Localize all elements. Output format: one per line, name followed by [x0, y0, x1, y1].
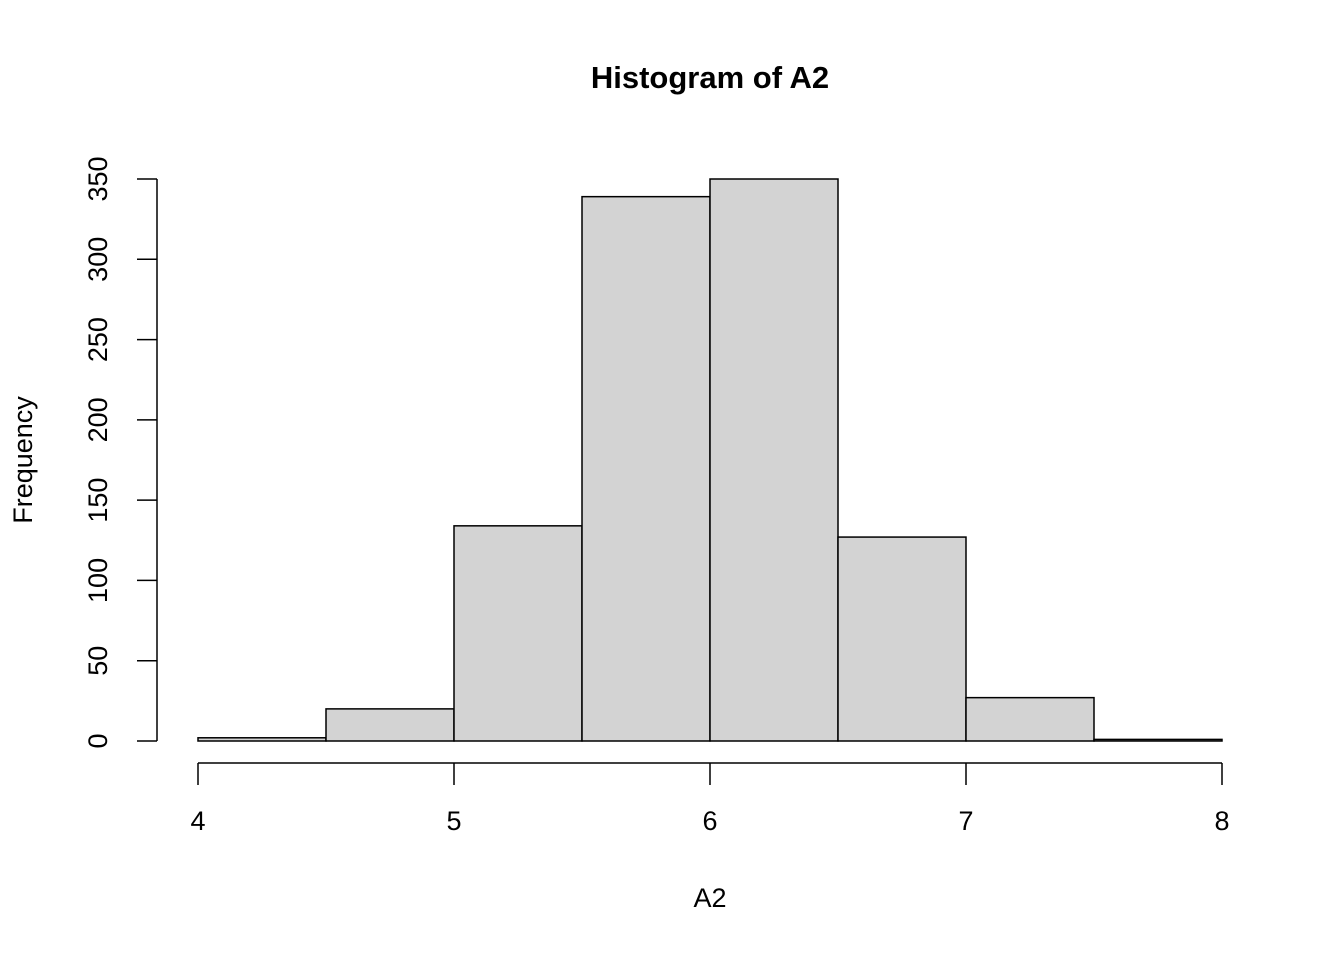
y-tick-label: 50 — [83, 646, 113, 676]
x-tick-label: 6 — [702, 806, 717, 836]
x-tick-label: 7 — [958, 806, 973, 836]
x-tick-label: 5 — [446, 806, 461, 836]
y-tick-label: 300 — [83, 237, 113, 282]
chart-title: Histogram of A2 — [591, 60, 829, 95]
bar — [837, 536, 967, 742]
x-axis-label: A2 — [693, 883, 726, 913]
y-tick-label: 250 — [83, 317, 113, 362]
x-tick-label: 4 — [190, 806, 205, 836]
y-axis-label: Frequency — [8, 396, 38, 524]
bar — [453, 525, 583, 742]
bar — [197, 737, 327, 742]
y-tick-label: 100 — [83, 558, 113, 603]
y-tick-label: 150 — [83, 478, 113, 523]
x-tick-label: 8 — [1214, 806, 1229, 836]
bar — [1093, 738, 1223, 742]
bar — [325, 708, 455, 742]
y-tick-label: 350 — [83, 156, 113, 201]
y-tick-label: 200 — [83, 397, 113, 442]
y-tick-label: 0 — [83, 733, 113, 748]
bar — [709, 178, 839, 742]
bar — [581, 195, 711, 742]
bar — [965, 696, 1095, 742]
